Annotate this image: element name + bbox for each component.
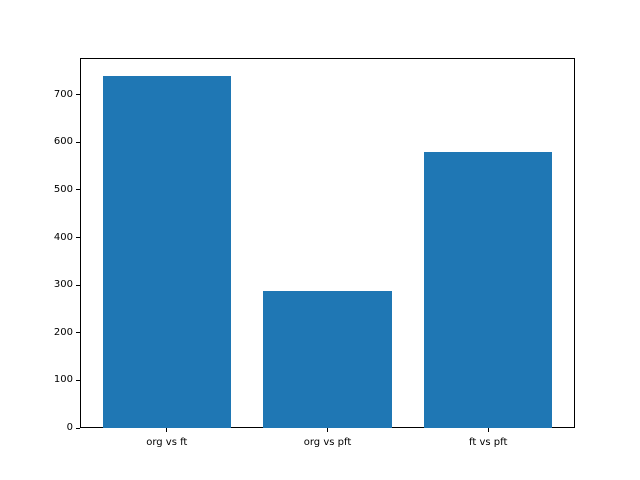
y-axis-tick-label: 700 (53, 88, 73, 100)
y-axis-tick (76, 189, 80, 191)
y-axis-tick-label: 0 (66, 422, 73, 433)
bar-org-vs-ft (102, 75, 232, 428)
bar-org-vs-pft (263, 290, 392, 428)
y-axis-tick (76, 284, 80, 286)
y-axis-tick (76, 379, 80, 381)
y-axis-tick-label: 300 (53, 279, 73, 291)
x-axis-tick (487, 428, 489, 432)
bar-ft-vs-pft (423, 152, 553, 428)
y-axis-tick-label: 200 (53, 326, 73, 338)
y-axis-tick (76, 427, 80, 429)
y-axis-tick (76, 237, 80, 239)
y-axis-tick (76, 332, 80, 334)
x-axis-tick-label: org vs pft (303, 437, 352, 448)
y-axis-tick-label: 600 (53, 136, 73, 148)
y-axis-tick-label: 400 (53, 231, 73, 243)
y-axis-tick (76, 141, 80, 143)
x-axis-tick (327, 428, 328, 432)
y-axis-tick-label: 100 (53, 374, 73, 386)
x-axis-tick-label: ft vs pft (469, 437, 508, 448)
y-axis-tick-label: 500 (53, 183, 73, 195)
x-axis-tick-label: org vs ft (146, 437, 188, 448)
x-axis-tick (166, 428, 168, 432)
y-axis-tick (76, 94, 80, 96)
